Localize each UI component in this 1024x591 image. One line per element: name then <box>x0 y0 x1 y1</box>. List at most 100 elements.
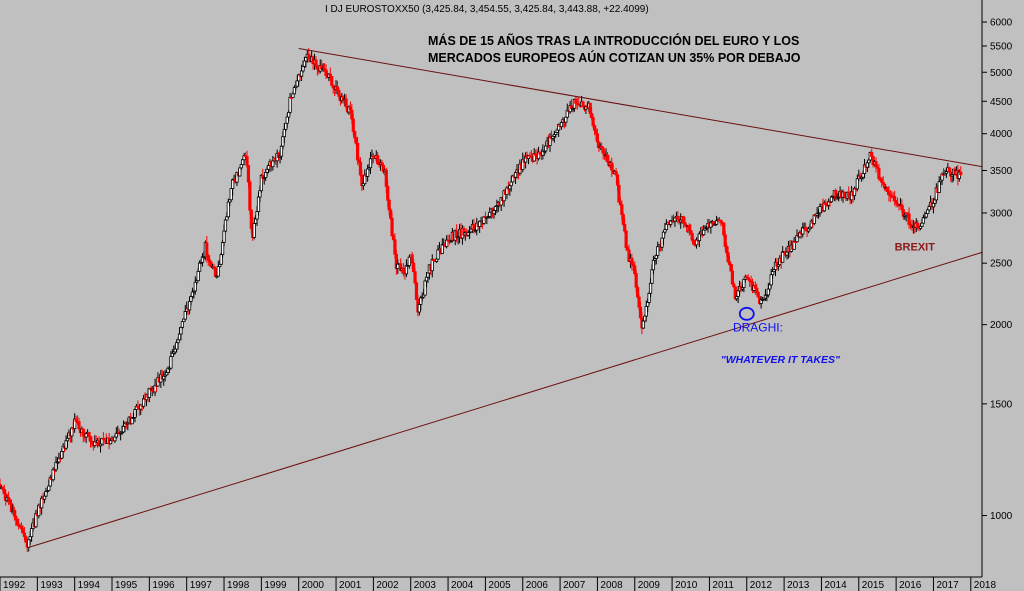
candle-up <box>183 311 187 320</box>
x-axis: 1992 1993 1994 1995 1996 1997 1998 1999 2000 2001… <box>0 577 996 591</box>
candle-down <box>414 282 419 300</box>
x-tick-label: 1999 <box>264 580 287 591</box>
x-tick-label: 2002 <box>376 580 399 591</box>
candle-up <box>867 159 871 164</box>
candle-down <box>727 261 732 265</box>
candle-down <box>2 488 6 495</box>
candle-up <box>781 251 785 263</box>
candle-up <box>223 219 228 232</box>
candle-up <box>170 352 174 358</box>
candle-up <box>64 440 68 449</box>
candle-down <box>594 129 598 135</box>
candle-down <box>350 109 354 120</box>
candle-up <box>121 425 126 433</box>
candle-down <box>614 171 618 176</box>
candle-down <box>387 199 391 211</box>
candle-up <box>177 333 182 341</box>
candle-up <box>650 269 654 284</box>
candle-down <box>610 162 614 171</box>
candle-up <box>417 303 421 313</box>
candle-up <box>641 320 645 329</box>
candle-down <box>391 235 396 241</box>
candle-down <box>335 86 340 91</box>
candle-up <box>440 244 444 254</box>
x-tick-label: 2009 <box>638 580 661 591</box>
x-tick-label: 2000 <box>302 580 325 591</box>
candle-down <box>324 69 328 76</box>
candle-down <box>330 76 334 86</box>
candle-down <box>885 187 890 193</box>
candle-up <box>60 451 64 459</box>
candle-down <box>725 245 729 254</box>
candle-up <box>239 164 243 169</box>
candle-up <box>697 233 701 242</box>
candle-up <box>492 210 496 215</box>
candle-down <box>380 162 384 166</box>
candle-down <box>755 287 759 293</box>
annotations: BREXIT DRAGHI: "WHATEVER IT TAKES" <box>721 241 935 366</box>
candle-down <box>14 515 18 520</box>
x-tick-label: 2012 <box>750 580 773 591</box>
candle-up <box>114 432 118 438</box>
y-tick-label: 5500 <box>990 42 1013 53</box>
candle-up <box>559 122 564 128</box>
candle-down <box>87 432 91 437</box>
candle-down <box>22 532 27 538</box>
candle-down <box>900 204 904 210</box>
candle-down <box>81 428 85 437</box>
candle-up <box>937 181 941 193</box>
candle-up <box>660 237 664 248</box>
candle-up <box>544 145 548 152</box>
candles <box>0 48 963 552</box>
candle-down <box>894 200 898 205</box>
candle-up <box>254 218 258 224</box>
candle-up <box>488 211 492 217</box>
candle-up <box>933 199 937 204</box>
candle-down <box>249 209 253 230</box>
candle-up <box>266 165 271 170</box>
candle-down <box>24 536 28 543</box>
candle-down <box>959 171 963 176</box>
candle-down <box>730 270 735 285</box>
candle-up <box>179 326 183 335</box>
candle-up <box>661 231 666 239</box>
candle-up <box>818 206 822 214</box>
candle-down <box>209 261 213 267</box>
candle-up <box>255 211 259 220</box>
candle-up <box>189 296 193 302</box>
candle-down <box>15 518 19 526</box>
candle-up <box>190 291 195 297</box>
candle-up <box>651 259 656 271</box>
candle-up <box>187 301 192 311</box>
candle-up <box>646 302 650 307</box>
candle-up <box>173 348 177 353</box>
candle-up <box>27 539 31 548</box>
candle-down <box>729 264 733 272</box>
candle-down <box>358 161 363 176</box>
y-tick-label: 4500 <box>990 97 1013 108</box>
candle-down <box>947 167 951 173</box>
candle-down <box>732 283 736 288</box>
candle-down <box>847 191 851 198</box>
candle-up <box>108 440 113 445</box>
candle-up <box>264 171 268 178</box>
candle-down <box>354 137 358 144</box>
candle-up <box>766 288 770 296</box>
candle-down <box>355 142 360 161</box>
candle-down <box>620 204 624 215</box>
candle-up <box>44 490 48 497</box>
candle-up <box>855 178 859 190</box>
x-tick-label: 2007 <box>563 580 586 591</box>
x-tick-label: 2016 <box>899 580 922 591</box>
candle-down <box>870 152 874 157</box>
candle-up <box>282 128 286 138</box>
candle-up <box>47 485 51 491</box>
candle-up <box>28 536 32 541</box>
candle-down <box>615 174 620 186</box>
candle-down <box>874 161 878 168</box>
candle-down <box>636 286 640 298</box>
candle-down <box>681 216 686 224</box>
candle-up <box>742 278 746 288</box>
candle-up <box>407 256 411 266</box>
candle-up <box>175 342 179 350</box>
